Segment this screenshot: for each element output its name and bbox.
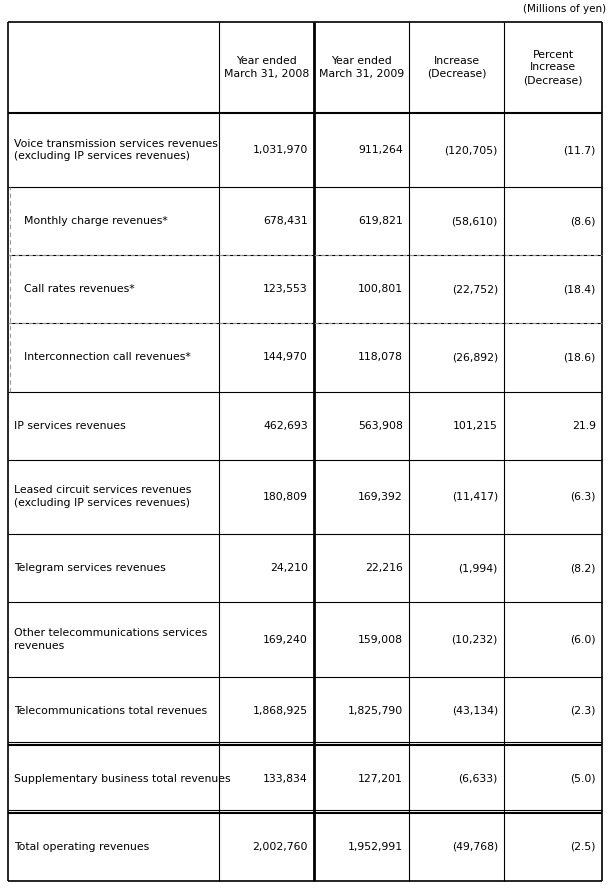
Text: 133,834: 133,834 [263,774,308,784]
Text: (11,417): (11,417) [452,492,498,502]
Text: 21.9: 21.9 [572,421,596,430]
Text: 101,215: 101,215 [453,421,498,430]
Text: Year ended
March 31, 2009: Year ended March 31, 2009 [319,56,404,79]
Text: (11.7): (11.7) [564,145,596,155]
Text: 563,908: 563,908 [358,421,403,430]
Text: (8.2): (8.2) [570,563,596,573]
Text: Supplementary business total revenues: Supplementary business total revenues [14,774,231,784]
Text: Other telecommunications services
revenues: Other telecommunications services revenu… [14,628,207,651]
Text: Increase
(Decrease): Increase (Decrease) [427,56,486,79]
Text: IP services revenues: IP services revenues [14,421,126,430]
Text: (43,134): (43,134) [452,705,498,716]
Text: (6,633): (6,633) [459,774,498,784]
Text: (6.3): (6.3) [570,492,596,502]
Text: 169,392: 169,392 [358,492,403,502]
Text: (18.4): (18.4) [564,285,596,295]
Text: (1,994): (1,994) [459,563,498,573]
Text: 144,970: 144,970 [263,353,308,363]
Text: (2.3): (2.3) [570,705,596,716]
Text: 123,553: 123,553 [263,285,308,295]
Text: 1,031,970: 1,031,970 [253,145,308,155]
Text: 24,210: 24,210 [270,563,308,573]
Text: Telegram services revenues: Telegram services revenues [14,563,166,573]
Text: (8.6): (8.6) [570,216,596,226]
Text: (5.0): (5.0) [570,774,596,784]
Text: (2.5): (2.5) [570,842,596,852]
Text: Percent
Increase
(Decrease): Percent Increase (Decrease) [523,50,583,85]
Text: 169,240: 169,240 [263,635,308,645]
Text: Interconnection call revenues*: Interconnection call revenues* [24,353,191,363]
Text: 100,801: 100,801 [358,285,403,295]
Text: (58,610): (58,610) [451,216,498,226]
Text: 2,002,760: 2,002,760 [253,842,308,852]
Text: (10,232): (10,232) [451,635,498,645]
Text: 118,078: 118,078 [358,353,403,363]
Text: 22,216: 22,216 [365,563,403,573]
Text: (120,705): (120,705) [445,145,498,155]
Text: 462,693: 462,693 [263,421,308,430]
Text: 159,008: 159,008 [358,635,403,645]
Text: 1,868,925: 1,868,925 [253,705,308,716]
Text: (Millions of yen): (Millions of yen) [523,4,606,14]
Text: 911,264: 911,264 [358,145,403,155]
Text: 678,431: 678,431 [263,216,308,226]
Text: Total operating revenues: Total operating revenues [14,842,149,852]
Text: (49,768): (49,768) [452,842,498,852]
Text: 1,825,790: 1,825,790 [348,705,403,716]
Text: (22,752): (22,752) [452,285,498,295]
Text: (18.6): (18.6) [564,353,596,363]
Text: Voice transmission services revenues
(excluding IP services revenues): Voice transmission services revenues (ex… [14,138,218,162]
Text: Year ended
March 31, 2008: Year ended March 31, 2008 [224,56,309,79]
Text: Leased circuit services revenues
(excluding IP services revenues): Leased circuit services revenues (exclud… [14,486,192,508]
Text: Monthly charge revenues*: Monthly charge revenues* [24,216,168,226]
Text: 1,952,991: 1,952,991 [348,842,403,852]
Text: Call rates revenues*: Call rates revenues* [24,285,135,295]
Text: (26,892): (26,892) [452,353,498,363]
Text: 619,821: 619,821 [358,216,403,226]
Text: (6.0): (6.0) [570,635,596,645]
Text: 127,201: 127,201 [358,774,403,784]
Text: 180,809: 180,809 [263,492,308,502]
Text: Telecommunications total revenues: Telecommunications total revenues [14,705,207,716]
